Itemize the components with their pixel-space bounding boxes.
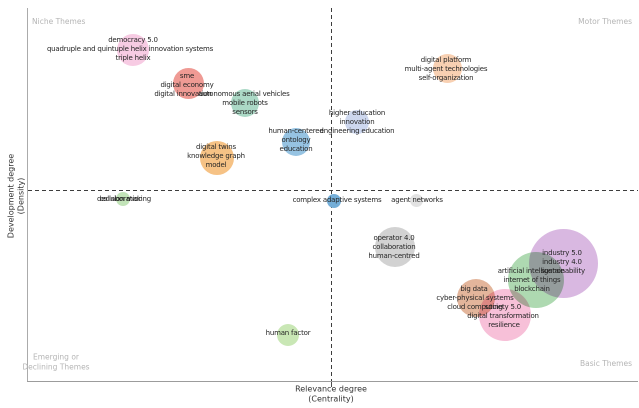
theme-label: model (205, 161, 227, 169)
quadrant-label-emerging-line1: Emerging or (32, 352, 80, 362)
theme-label: industry 5.0 (542, 249, 582, 257)
theme-label: engineering education (319, 127, 395, 135)
theme-label: complex adaptive systems (292, 196, 382, 204)
quadrant-label-basic-themes: Basic Themes (579, 359, 632, 368)
theme-label: digital economy (160, 81, 214, 89)
quadrant-label-niche-themes: Niche Themes (32, 17, 86, 26)
theme-bubble-digital-platform (432, 53, 462, 83)
x-axis-tick (331, 382, 332, 387)
theme-bubble-decision-making-collaboration (115, 192, 130, 206)
theme-bubble-complex-adaptive-systems (326, 193, 341, 208)
theme-label: multi-agent technologies (404, 65, 488, 73)
theme-label: collaboration (372, 243, 416, 251)
theme-bubble-digital-twins (200, 141, 234, 175)
theme-bubble-human-factor (277, 324, 299, 346)
quadrant-label-emerging-declining-themes: Emerging or Declining Themes (22, 352, 89, 372)
quadrant-label-emerging-line2: Declining Themes (22, 362, 90, 371)
theme-label: self-organization (418, 74, 474, 82)
theme-label: higher education (328, 109, 386, 117)
x-axis-line (27, 381, 638, 382)
theme-label: sensors (232, 108, 258, 116)
theme-label: democracy 5.0 (108, 36, 158, 44)
theme-bubble-autonomous-aerial-vehicles (231, 88, 259, 117)
theme-label: ontology (281, 136, 311, 144)
theme-bubble-human-centered-ontology-education (281, 128, 310, 156)
theme-label: digital innovation (154, 90, 212, 98)
theme-label: cyber-physical systems (436, 294, 514, 302)
theme-label: decision making (96, 195, 152, 203)
theme-label: collaboration (99, 195, 143, 203)
theme-bubble-higher-education (345, 110, 369, 134)
theme-label: knowledge graph (187, 152, 245, 160)
theme-label: triple helix (115, 54, 151, 62)
theme-label: digital transformation (467, 312, 539, 320)
theme-bubble-society-5-0 (479, 289, 531, 341)
theme-label: big data (460, 285, 488, 293)
theme-label: mobile robots (222, 99, 268, 107)
theme-bubble-operator-4-0 (375, 227, 415, 267)
theme-label: quadruple and quintuple helix innovation… (46, 45, 214, 53)
theme-label: agent networks (391, 196, 443, 204)
theme-label: blockchain (514, 285, 550, 293)
theme-bubble-democracy-5-0 (117, 34, 149, 66)
theme-label: human-centred (368, 252, 420, 260)
theme-bubble-agent-networks (409, 193, 423, 207)
x-axis-title-line1: Relevance degree (295, 384, 367, 394)
theme-label: innovation (339, 118, 375, 126)
theme-label: education (279, 145, 313, 153)
theme-label: digital platform (420, 56, 472, 64)
x-axis-title-line2: (Centrality) (308, 395, 354, 404)
theme-label: sme (179, 72, 195, 80)
y-axis-line (27, 8, 28, 382)
theme-label: society 5.0 (484, 303, 522, 311)
horizontal-divider-dashed-line (28, 190, 638, 191)
theme-label: cloud computing (447, 303, 503, 311)
theme-label: human factor (265, 329, 311, 337)
theme-label: industry 4.0 (542, 258, 582, 266)
theme-label: autonomous aerial vehicles (198, 90, 290, 98)
x-axis-title: Relevance degree (Centrality) (295, 385, 367, 406)
theme-bubble-sme (173, 68, 204, 99)
theme-label: resilience (488, 321, 520, 329)
theme-label: sustainability (541, 267, 585, 275)
theme-label: artificial intelligence (497, 267, 565, 275)
theme-label: digital twins (196, 143, 236, 151)
theme-label: operator 4.0 (373, 234, 415, 242)
quadrant-label-motor-themes: Motor Themes (578, 17, 632, 26)
theme-label: human-centered (268, 127, 324, 135)
theme-label: internet of things (503, 276, 561, 284)
